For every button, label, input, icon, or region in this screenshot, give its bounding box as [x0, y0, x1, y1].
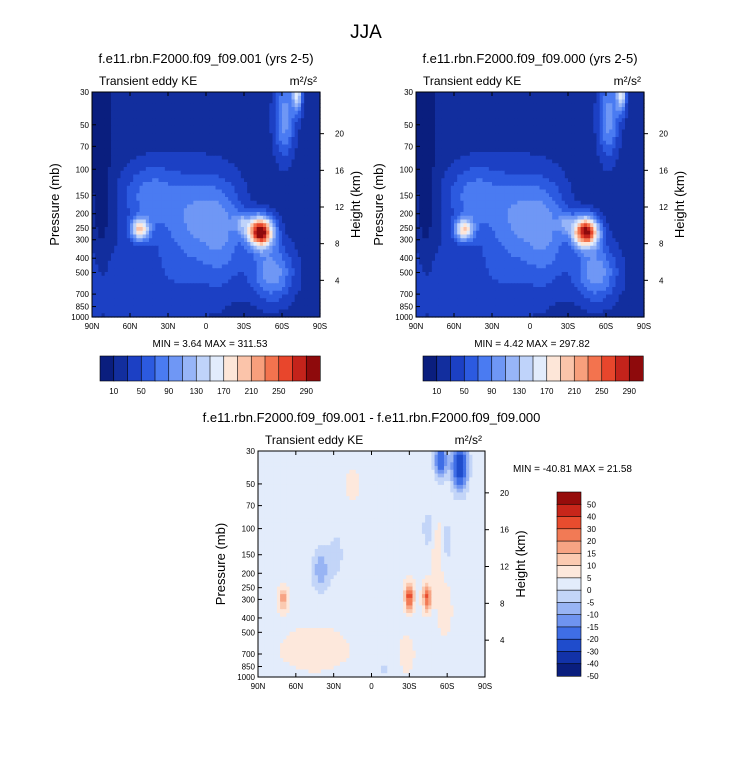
figure-title: JJA: [350, 22, 382, 43]
colorbar-swatch: [224, 356, 238, 381]
colorbar-label: 10: [109, 387, 118, 396]
latitude-tick-label: 90S: [313, 322, 327, 331]
colorbar-swatch: [128, 356, 142, 381]
pressure-tick-label: 30: [80, 88, 89, 97]
colorbar-label: 290: [300, 387, 314, 396]
colorbar-label: 210: [245, 387, 259, 396]
latitude-tick-label: 30N: [161, 322, 176, 331]
chart-panel-2: f.e11.rbn.F2000.f09_f09.000 (yrs 2-5)Tra…: [371, 51, 687, 331]
colorbar-swatch: [238, 356, 252, 381]
height-axis: 20 16 12 8 4: [320, 130, 344, 286]
pressure-tick-label: 200: [76, 210, 90, 219]
pressure-tick-label: 70: [80, 142, 89, 151]
colorbar-label: 50: [137, 387, 146, 396]
panel-1-minmax: MIN = 3.64 MAX = 311.53: [153, 339, 268, 350]
units-label: m²/s²: [290, 74, 317, 88]
colorbar-swatch: [210, 356, 224, 381]
contour-field: [416, 92, 645, 318]
pressure-tick-label: 500: [76, 269, 90, 278]
colorbar-swatch: [141, 356, 155, 381]
colorbar-label: 170: [217, 387, 231, 396]
colorbar-label: 90: [164, 387, 173, 396]
latitude-tick-label: 60N: [123, 322, 138, 331]
colorbar-swatch: [183, 356, 197, 381]
colorbar-swatch: [196, 356, 210, 381]
pressure-tick-label: 400: [76, 254, 90, 263]
colorbar-swatch: [265, 356, 279, 381]
panel-left-label: Transient eddy KE: [99, 74, 197, 88]
colorbar-1: 10 50 90 130 170 210 250 290: [100, 356, 320, 396]
pressure-tick-label: 700: [76, 290, 90, 299]
latitude-tick-label: 90N: [85, 322, 100, 331]
pressure-axis-label: Pressure (mb): [47, 163, 62, 245]
pressure-tick-label: 850: [76, 303, 90, 312]
height-tick-label: 16: [335, 166, 344, 175]
latitude-tick-label: 30S: [237, 322, 251, 331]
colorbar-swatch: [306, 356, 320, 381]
pressure-tick-label: 1000: [71, 313, 89, 322]
height-tick-label: 4: [335, 276, 340, 285]
contour-field: [92, 92, 321, 318]
colorbar-label: 250: [272, 387, 286, 396]
chart-panel-1: f.e11.rbn.F2000.f09_f09.001 (yrs 2-5) Tra…: [47, 51, 363, 331]
colorbar-swatch: [293, 356, 307, 381]
colorbar-swatch: [114, 356, 128, 381]
colorbar-swatch: [100, 356, 114, 381]
colorbar-label: 130: [190, 387, 204, 396]
latitude-tick-label: 60S: [275, 322, 289, 331]
pressure-tick-label: 250: [76, 224, 90, 233]
height-tick-label: 8: [335, 240, 340, 249]
pressure-tick-label: 300: [76, 236, 90, 245]
colorbar-swatch: [251, 356, 265, 381]
pressure-tick-label: 50: [80, 121, 89, 130]
pressure-tick-label: 100: [76, 165, 90, 174]
height-axis-label: Height (km): [348, 171, 363, 238]
colorbar-swatch: [169, 356, 183, 381]
colorbar-swatch: [155, 356, 169, 381]
latitude-tick-label: 0: [204, 322, 209, 331]
colorbar-swatch: [279, 356, 293, 381]
pressure-tick-label: 150: [76, 191, 90, 200]
panel-title: f.e11.rbn.F2000.f09_f09.001 (yrs 2-5): [98, 51, 313, 66]
height-tick-label: 20: [335, 130, 344, 139]
height-tick-label: 12: [335, 203, 344, 212]
